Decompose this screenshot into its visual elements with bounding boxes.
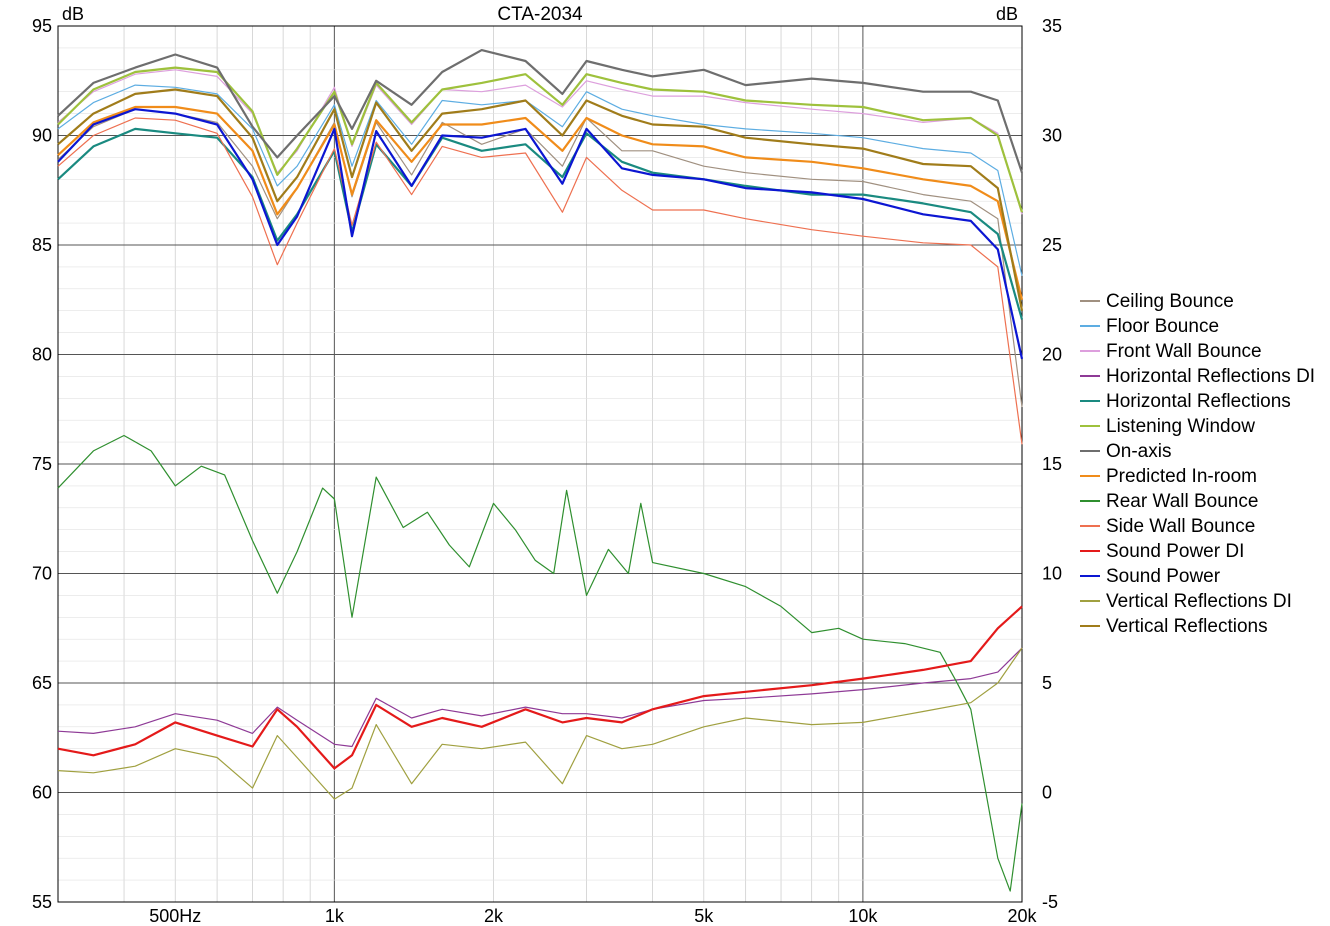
y-left-tick-label: 90 xyxy=(32,126,52,146)
legend-label: On-axis xyxy=(1106,441,1171,462)
plot-frame xyxy=(57,25,1023,903)
legend-label: Predicted In-room xyxy=(1106,466,1257,487)
y-right-tick-label: 35 xyxy=(1042,16,1062,36)
legend-label: Side Wall Bounce xyxy=(1106,516,1255,537)
y-right-tick-label: 5 xyxy=(1042,673,1052,693)
series-line-ceiling-bounce xyxy=(57,108,1023,408)
y-right-tick-label: 30 xyxy=(1042,126,1062,146)
x-tick-label: 20k xyxy=(1007,906,1037,926)
series-line-on-axis xyxy=(57,49,1024,174)
legend-label: Vertical Reflections xyxy=(1106,616,1268,637)
y-right-tick-label: 10 xyxy=(1042,564,1062,584)
y-left-tick-label: 70 xyxy=(32,564,52,584)
y-left-tick-label: 95 xyxy=(32,16,52,36)
chart-title: CTA-2034 xyxy=(497,4,583,25)
axis-ticks: 95 90 85 80 75 70 65 60 55 35 30 25 20 15 10 5 0 -5 500Hz 1… xyxy=(32,16,1062,926)
series-line-vertical-reflections-di xyxy=(57,647,1023,800)
series-line-predicted-in-room xyxy=(57,105,1024,301)
y-left-tick-label: 60 xyxy=(32,783,52,803)
x-tick-label: 500Hz xyxy=(149,906,201,926)
y-right-unit: dB xyxy=(996,4,1018,24)
y-left-tick-label: 85 xyxy=(32,235,52,255)
y-right-tick-label: -5 xyxy=(1042,892,1058,912)
legend-label: Front Wall Bounce xyxy=(1106,341,1262,362)
series-layer xyxy=(57,49,1024,892)
legend-label: Rear Wall Bounce xyxy=(1106,491,1258,512)
y-left-tick-label: 75 xyxy=(32,454,52,474)
y-right-tick-label: 15 xyxy=(1042,454,1062,474)
legend-label: Floor Bounce xyxy=(1106,316,1219,337)
legend-label: Horizontal Reflections xyxy=(1106,391,1291,412)
x-tick-label: 5k xyxy=(694,906,714,926)
legend-label: Sound Power DI xyxy=(1106,541,1244,562)
legend-label: Sound Power xyxy=(1106,566,1221,587)
legend-label: Listening Window xyxy=(1106,416,1255,437)
series-line-rear-wall-bounce xyxy=(57,434,1023,892)
series-line-sound-power xyxy=(57,108,1024,360)
series-line-listening-window xyxy=(57,66,1024,213)
series-line-horizontal-reflections-di xyxy=(57,647,1023,748)
legend-label: Horizontal Reflections DI xyxy=(1106,366,1315,387)
y-right-tick-label: 20 xyxy=(1042,345,1062,365)
y-right-tick-label: 25 xyxy=(1042,235,1062,255)
x-tick-label: 2k xyxy=(484,906,504,926)
y-left-tick-label: 55 xyxy=(32,892,52,912)
y-left-tick-label: 65 xyxy=(32,673,52,693)
series-line-side-wall-bounce xyxy=(57,117,1023,445)
series-line-sound-power-di xyxy=(57,605,1023,770)
y-left-unit: dB xyxy=(62,4,84,24)
series-line-horizontal-reflections xyxy=(57,127,1024,320)
legend: Ceiling Bounce Floor Bounce Front Wall Bou… xyxy=(1080,291,1315,637)
legend-label: Vertical Reflections DI xyxy=(1106,591,1292,612)
y-right-tick-label: 0 xyxy=(1042,783,1052,803)
legend-label: Ceiling Bounce xyxy=(1106,291,1234,312)
series-line-vertical-reflections xyxy=(57,88,1024,311)
series-line-floor-bounce xyxy=(57,84,1023,276)
x-tick-label: 1k xyxy=(325,906,345,926)
x-tick-label: 10k xyxy=(848,906,878,926)
y-left-tick-label: 80 xyxy=(32,345,52,365)
